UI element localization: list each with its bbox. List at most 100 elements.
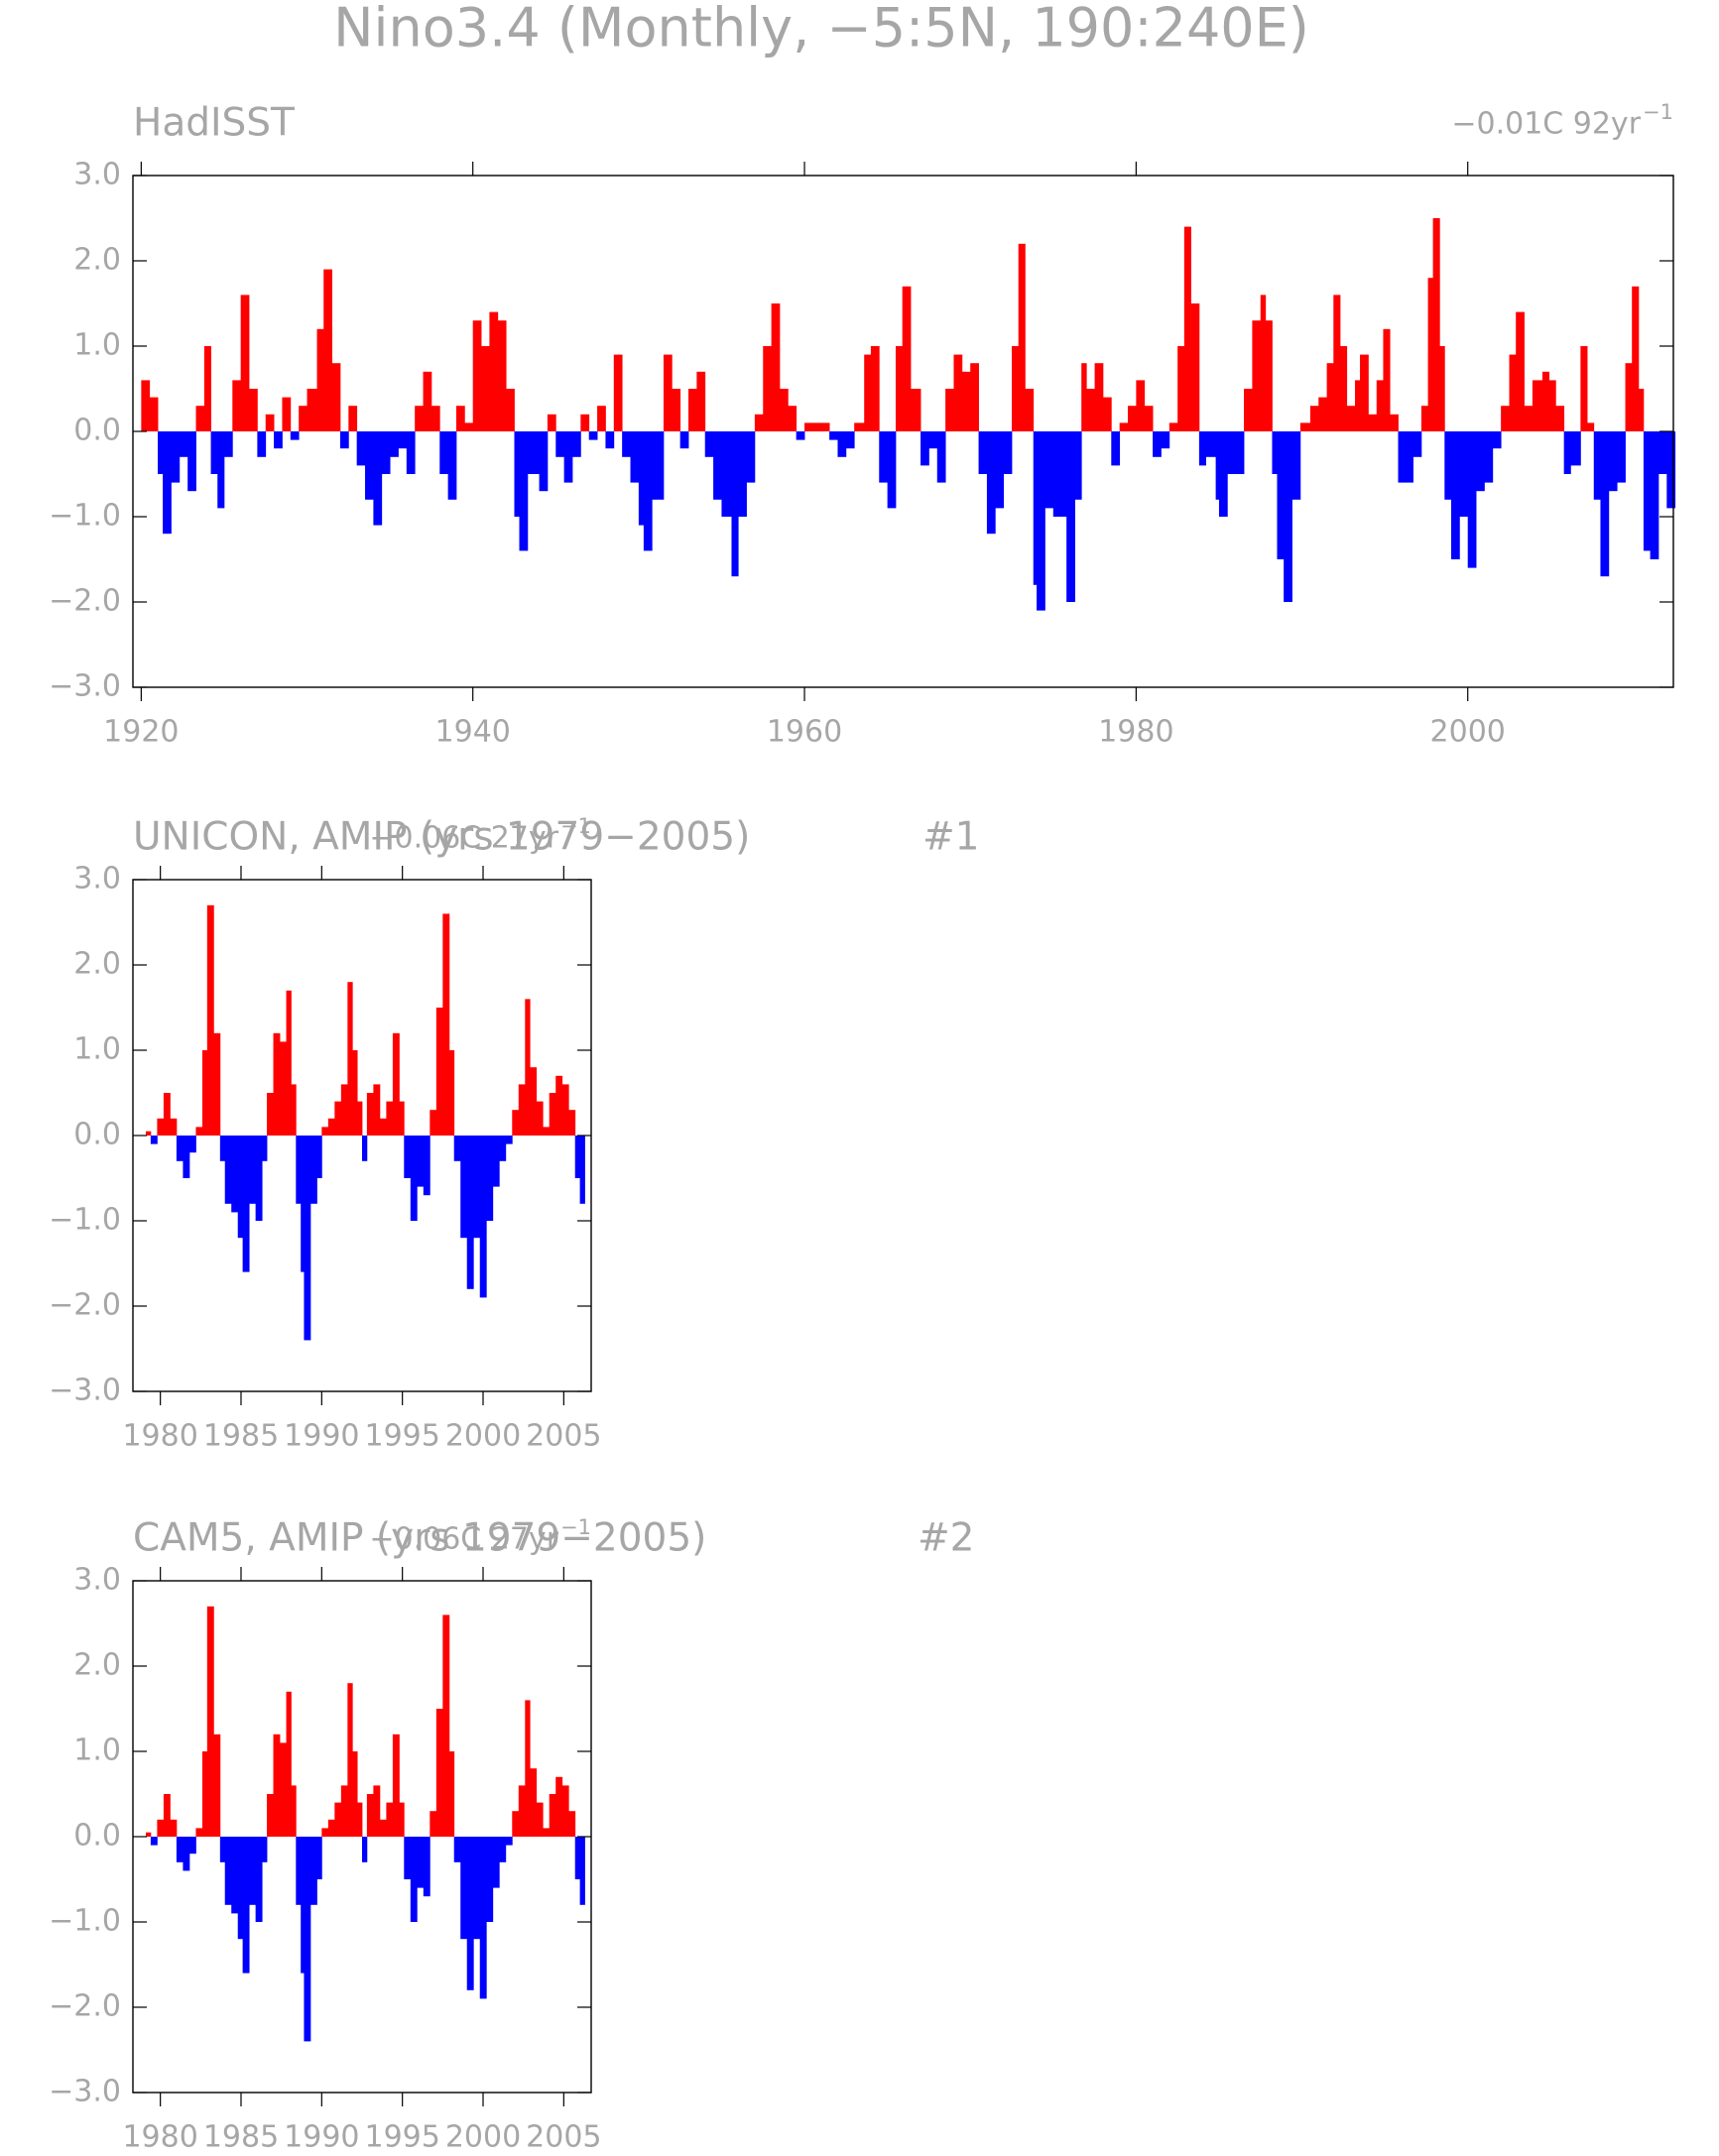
area-segment [291,1084,297,1136]
x-tick-label: 1980 [122,1419,197,1454]
area-segment [986,431,996,535]
area-segment [373,1084,381,1136]
x-tick-label: 1985 [203,1419,279,1454]
area-segment [1025,389,1035,431]
y-tick-label: −2.0 [49,1989,121,2024]
x-tick-label: 1985 [203,2120,279,2155]
area-segment [1252,320,1262,431]
area-segment [1044,431,1054,509]
area-segment [327,1118,335,1136]
area-segment [1658,431,1667,474]
area-segment [1444,431,1452,500]
area-segment [543,1828,551,1837]
area-segment [158,431,164,474]
area-segment [157,1118,165,1136]
area-segment [309,1136,317,1204]
area-segment [280,1041,287,1136]
area-segment [307,389,317,431]
area-segment [321,1127,329,1136]
panel-title: UNICON, AMIP (yrs 1979−2005) [133,815,750,860]
area-segment [231,1837,239,1914]
area-segment [366,1093,374,1136]
area-segment [1439,346,1445,431]
y-tick-label: −3.0 [49,1374,121,1408]
area-segment [213,1032,221,1136]
area-segment [240,295,250,431]
area-segment [406,431,416,474]
area-segment [286,990,292,1136]
area-segment [1524,406,1534,431]
area-segment [340,1084,348,1136]
area-segment [895,346,904,431]
area-segment [1198,431,1206,466]
area-segment [506,389,515,431]
area-segment [561,1785,569,1837]
area-segment [448,1050,455,1136]
area-segment [1244,389,1253,431]
area-segment [1355,380,1361,431]
area-segment [362,1837,368,1862]
area-segment [195,1127,203,1136]
area-segment [961,371,971,431]
area-segment [696,371,706,431]
area-segment [1587,422,1595,431]
area-segment [304,1136,311,1341]
x-tick-label: 1990 [284,2120,359,2155]
y-tick-label: 3.0 [73,158,121,192]
area-segment [1168,422,1178,431]
area-segment [201,1050,208,1136]
area-segment [1011,346,1020,431]
area-segment [1177,346,1185,431]
y-tick-label: 3.0 [73,862,121,897]
area-segment [356,431,366,466]
y-tick-label: −1.0 [49,1904,121,1939]
area-segment [417,1136,425,1187]
area-segment [854,422,865,431]
area-segment [149,397,159,431]
area-segment [157,1819,165,1837]
area-segment [1119,422,1129,431]
area-segment [249,1837,257,1905]
area-segment [299,406,307,431]
area-segment [978,431,988,474]
area-segment [466,1837,474,1990]
area-segment [820,422,830,431]
area-segment [936,431,946,483]
area-segment [442,1615,450,1837]
x-tick-label: 1995 [364,1419,439,1454]
y-tick-label: 2.0 [73,243,121,278]
area-segment [460,1136,468,1239]
x-tick-label: 2000 [1430,715,1506,750]
area-segment [304,1837,311,2042]
area-segment [1003,431,1013,474]
area-segment [1153,431,1162,457]
y-tick-label: 3.0 [73,1563,121,1598]
area-segment [362,1136,368,1161]
area-segment [210,431,218,474]
area-segment [334,1802,342,1837]
area-segment [679,431,689,449]
area-segment [643,431,653,551]
area-segment [486,1136,494,1221]
area-segment [301,1136,305,1272]
area-segment [1018,243,1026,431]
panel-label: #1 [922,815,980,860]
area-segment [512,1811,520,1837]
area-segment [410,1136,418,1221]
area-segment [262,1837,268,1862]
area-segment [331,363,341,431]
area-segment [323,269,333,431]
area-segment [1405,431,1413,483]
area-segment [1368,414,1378,431]
area-segment [1161,431,1170,449]
area-segment [423,371,432,431]
area-segment [1638,389,1645,431]
area-segment [267,1093,274,1136]
area-segment [183,1136,190,1178]
area-segment [754,414,764,431]
area-segment [1390,414,1399,431]
area-segment [1608,431,1618,492]
area-segment [574,1136,581,1178]
area-segment [746,431,756,483]
